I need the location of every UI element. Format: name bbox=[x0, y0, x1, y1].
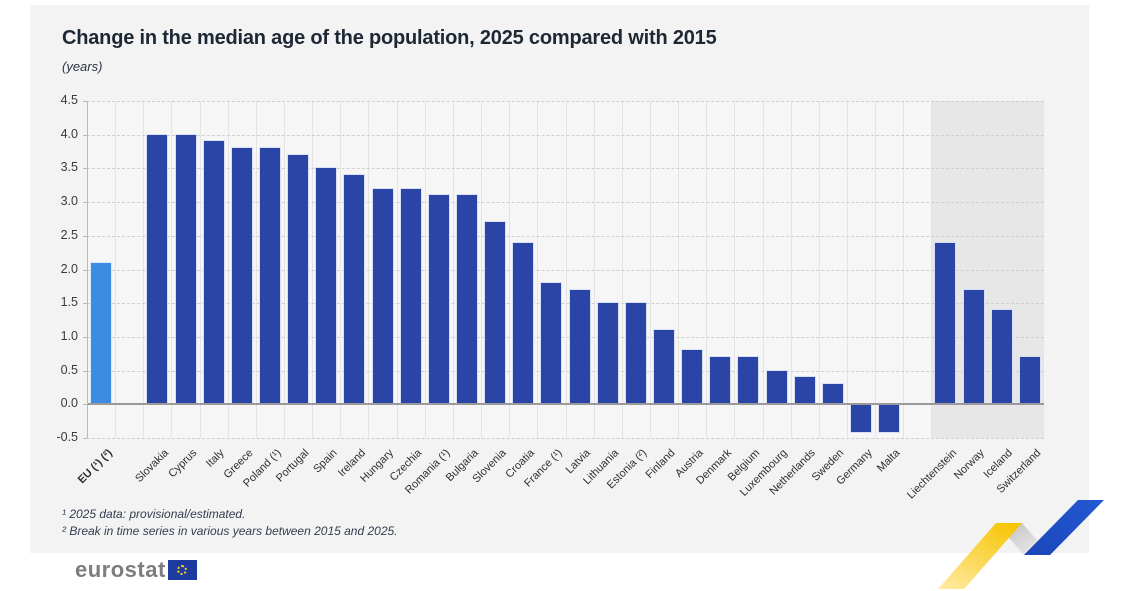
y-tick-mark bbox=[83, 134, 87, 136]
y-tick-mark bbox=[83, 303, 87, 305]
bar-romania bbox=[427, 194, 450, 406]
y-tick-mark bbox=[83, 235, 87, 237]
bar-hungary bbox=[371, 187, 394, 406]
bar-belgium bbox=[737, 356, 760, 406]
y-gridline bbox=[87, 336, 1044, 338]
bar-slovakia bbox=[146, 133, 169, 406]
y-axis-line bbox=[87, 101, 88, 438]
eurostat-ribbon-decoration bbox=[938, 500, 1104, 589]
x-label-cyprus: Cyprus bbox=[165, 447, 199, 481]
x-label-finland: Finland bbox=[643, 447, 678, 481]
zero-axis-line bbox=[87, 403, 1044, 406]
bar-austria bbox=[681, 349, 704, 406]
bar-czechia bbox=[399, 187, 422, 406]
bar-slovenia bbox=[484, 221, 507, 406]
y-tick-mark bbox=[83, 202, 87, 204]
plot-area bbox=[87, 101, 1044, 439]
bar-croatia bbox=[512, 241, 535, 406]
x-label-malta: Malta bbox=[875, 447, 903, 475]
bar-switzerland bbox=[1018, 356, 1041, 406]
y-tick-label: 3.5 bbox=[60, 160, 78, 175]
y-tick-mark bbox=[83, 404, 87, 406]
y-tick-label: 1.0 bbox=[60, 328, 78, 343]
bar-luxembourg bbox=[765, 369, 788, 406]
bar-sweden bbox=[821, 383, 844, 406]
bar-finland bbox=[653, 329, 675, 406]
chart-unit-label: (years) bbox=[62, 59, 103, 74]
y-tick-mark bbox=[83, 336, 87, 338]
y-tick-label: 0.0 bbox=[60, 396, 78, 411]
bar-latvia bbox=[568, 288, 591, 406]
eurostat-logo-text: eurostat bbox=[75, 557, 166, 582]
bar-iceland bbox=[990, 308, 1013, 406]
bar-cyprus bbox=[174, 133, 197, 406]
y-tick-label: 4.5 bbox=[60, 93, 78, 107]
y-gridline bbox=[87, 269, 1044, 271]
footnote-2: ² Break in time series in various years … bbox=[62, 524, 398, 538]
y-tick-mark bbox=[83, 168, 87, 170]
y-tick-label: 3.0 bbox=[60, 194, 78, 209]
bar-liechtenstein bbox=[934, 241, 957, 406]
bar-poland bbox=[258, 147, 281, 406]
bar-bulgaria bbox=[455, 194, 478, 406]
x-label-slovakia: Slovakia bbox=[132, 447, 171, 485]
y-tick-label: 0.5 bbox=[60, 362, 78, 377]
bar-estonia bbox=[624, 302, 647, 406]
y-tick-label: -0.5 bbox=[56, 430, 78, 444]
bar-france bbox=[540, 281, 563, 406]
y-tick-mark bbox=[83, 101, 87, 102]
y-tick-mark bbox=[83, 269, 87, 271]
footnote-1: ¹ 2025 data: provisional/estimated. bbox=[62, 507, 246, 521]
y-gridline bbox=[87, 370, 1044, 372]
bar-italy bbox=[202, 140, 225, 406]
bar-germany bbox=[850, 404, 873, 434]
bar-malta bbox=[878, 404, 901, 434]
y-tick-label: 2.0 bbox=[60, 261, 78, 276]
y-gridline bbox=[87, 134, 1044, 136]
y-tick-label: 2.5 bbox=[60, 227, 78, 242]
ribbon-stripe-yellow bbox=[938, 523, 1022, 589]
ribbon-stripe-blue bbox=[1024, 500, 1104, 555]
y-gridline bbox=[87, 168, 1044, 170]
x-label-italy: Italy bbox=[204, 447, 228, 470]
y-tick-label: 4.0 bbox=[60, 126, 78, 141]
bar-denmark bbox=[709, 356, 732, 406]
y-gridline bbox=[87, 101, 1044, 102]
y-gridline bbox=[87, 235, 1044, 237]
y-gridline bbox=[87, 438, 1044, 439]
y-tick-label: 1.5 bbox=[60, 295, 78, 310]
eurostat-logo: eurostat bbox=[75, 557, 197, 583]
bar-spain bbox=[315, 167, 338, 406]
chart-title: Change in the median age of the populati… bbox=[62, 27, 717, 49]
bar-greece bbox=[230, 147, 253, 406]
bar-eu bbox=[90, 261, 113, 406]
bar-ireland bbox=[343, 174, 366, 406]
eu-flag-icon bbox=[167, 560, 197, 580]
bar-lithuania bbox=[596, 302, 619, 406]
y-gridline bbox=[87, 202, 1044, 204]
bar-portugal bbox=[287, 153, 310, 406]
bar-netherlands bbox=[793, 376, 816, 406]
y-gridline bbox=[87, 303, 1044, 305]
y-tick-mark bbox=[83, 370, 87, 372]
y-tick-mark bbox=[83, 438, 87, 439]
bar-norway bbox=[962, 288, 985, 406]
